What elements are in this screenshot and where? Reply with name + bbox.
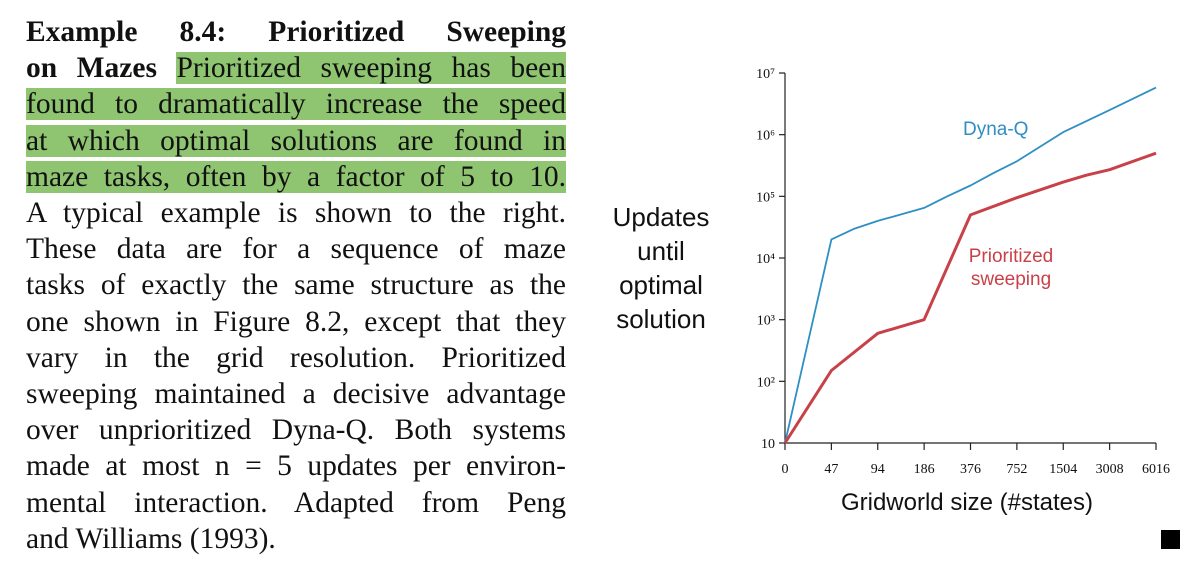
x-tick-label: 186: [914, 462, 935, 477]
text-line: mental interaction. Adapted from Peng: [26, 485, 566, 521]
x-axis-label: Gridworld size (#states): [841, 489, 1093, 516]
text-line: maze tasks, often by a factor of 5 to 10…: [26, 159, 566, 195]
x-tick-label: 1504: [1049, 462, 1077, 477]
body-text: mental interaction. Adapted from Peng: [26, 486, 566, 519]
prioritized-sweeping-label: Prioritized: [969, 246, 1053, 267]
text-line: These data are for a sequence of maze: [26, 231, 566, 267]
x-tick-label: 752: [1006, 462, 1027, 477]
text-line: and Williams (1993).: [26, 521, 566, 557]
highlighted-text: maze tasks, often by a factor of 5 to 10…: [26, 160, 566, 193]
y-tick-label: 10⁴: [756, 252, 775, 267]
x-tick-label: 6016: [1142, 462, 1170, 477]
y-tick-label: 10: [761, 437, 775, 452]
text-line: found to dramatically increase the speed: [26, 86, 566, 122]
y-axis-label-line: solution: [616, 304, 706, 334]
body-text: tasks of exactly the same structure as t…: [26, 269, 566, 302]
body-text: and Williams (1993).: [26, 522, 276, 555]
highlighted-text: at which optimal solutions are found in: [26, 124, 566, 157]
example-heading: on Mazes: [26, 52, 157, 85]
text-line: Example 8.4: Prioritized Sweeping: [26, 14, 566, 50]
text-line: sweeping maintained a decisive advantage: [26, 376, 566, 412]
x-tick-label: 376: [960, 462, 981, 477]
y-tick-label: 10²: [757, 375, 775, 390]
y-tick-label: 10⁵: [756, 190, 775, 205]
y-tick-label: 10⁶: [756, 129, 775, 144]
x-tick-label: 0: [782, 462, 789, 477]
x-tick-label: 94: [871, 462, 885, 477]
example-heading: Example 8.4: Prioritized Sweeping: [26, 16, 566, 48]
body-text: A typical example is shown to the right.: [26, 197, 566, 230]
y-axis-label: Updates until optimal solution: [596, 200, 726, 336]
body-text: These data are for a sequence of maze: [26, 233, 566, 266]
text-line: over unprioritized Dyna-Q. Both systems: [26, 412, 566, 448]
text-line: A typical example is shown to the right.: [26, 195, 566, 231]
body-text: sweeping maintained a decisive advantage: [26, 378, 566, 411]
body-text: over unprioritized Dyna-Q. Both systems: [26, 414, 566, 447]
text-line: one shown in Figure 8.2, except that the…: [26, 304, 566, 340]
text-line: vary in the grid resolution. Prioritized: [26, 340, 566, 376]
text-line: made at most n = 5 updates per environ-: [26, 448, 566, 484]
y-axis-label-line: optimal: [619, 270, 703, 300]
body-text: one shown in Figure 8.2, except that the…: [26, 305, 566, 338]
text-line: tasks of exactly the same structure as t…: [26, 267, 566, 303]
y-axis-label-line: until: [637, 236, 685, 266]
y-tick-label: 10³: [757, 314, 775, 329]
x-tick-label: 3008: [1096, 462, 1124, 477]
text-line: on Mazes Prioritized sweeping has been: [26, 50, 567, 86]
body-text: made at most n = 5 updates per environ-: [26, 450, 566, 483]
dyna-q-line: [784, 86, 1157, 444]
end-of-example-square: [1161, 530, 1180, 549]
x-tick-label: 47: [824, 462, 838, 477]
prioritized-sweeping-line: [783, 151, 1157, 444]
body-text: vary in the grid resolution. Prioritized: [26, 341, 566, 374]
example-text: Example 8.4: Prioritized Sweeping on Maze…: [26, 14, 567, 557]
highlighted-text: found to dramatically increase the speed: [26, 88, 566, 121]
highlighted-text: Prioritized sweeping has been: [176, 52, 567, 85]
prioritized-sweeping-label: sweeping: [971, 269, 1051, 290]
y-tick-label: 10⁷: [756, 67, 775, 82]
text-line: at which optimal solutions are found in: [26, 123, 566, 159]
dyna-q-label: Dyna-Q: [963, 119, 1028, 140]
y-axis-label-line: Updates: [612, 202, 710, 232]
